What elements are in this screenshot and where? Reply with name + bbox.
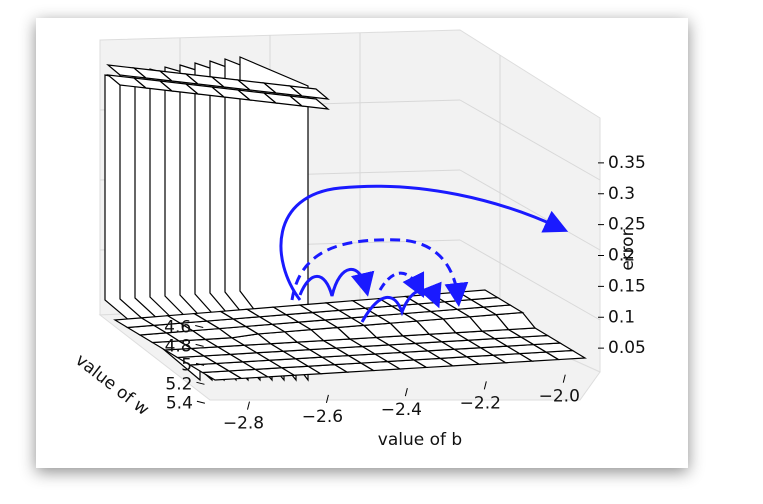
y-tick [195, 324, 204, 328]
y-tick-label: 5.2 [165, 374, 192, 394]
y-tick-label: 4.8 [165, 336, 192, 356]
plateau-cell [288, 85, 330, 100]
z-axis-label: error [618, 229, 638, 270]
x-tick [325, 394, 329, 404]
z-tick-label: 0.2 [608, 246, 635, 266]
x-tick [246, 401, 250, 410]
z-tick-label: 0.35 [608, 153, 646, 173]
y-tick [196, 400, 206, 404]
y-tick [195, 362, 205, 366]
x-tick [483, 381, 487, 390]
y-tick [195, 343, 204, 347]
y-tick-label: 5 [181, 355, 192, 375]
z-tick-label: 0.25 [608, 215, 646, 235]
x-axis-label: value of b [378, 430, 462, 450]
z-tick-label: 0.05 [608, 338, 646, 358]
x-tick [562, 374, 566, 383]
descent-arrows [279, 184, 569, 323]
y-tick [196, 381, 205, 385]
z-tick-label: 0.3 [608, 184, 635, 204]
z-tick-label: 0.15 [608, 276, 646, 296]
x-tick [404, 388, 408, 397]
plateau-cell [288, 95, 330, 110]
x-tick-label: −2.0 [539, 387, 580, 407]
x-tick-label: −2.6 [302, 407, 343, 427]
x-tick-label: −2.8 [223, 414, 264, 434]
z-tick-label: 0.1 [608, 307, 635, 327]
y-tick-label: 5.4 [166, 393, 193, 413]
x-tick-label: −2.4 [381, 400, 422, 420]
surface [104, 56, 587, 382]
y-tick-label: 4.6 [164, 317, 191, 337]
x-tick-label: −2.2 [460, 393, 501, 413]
